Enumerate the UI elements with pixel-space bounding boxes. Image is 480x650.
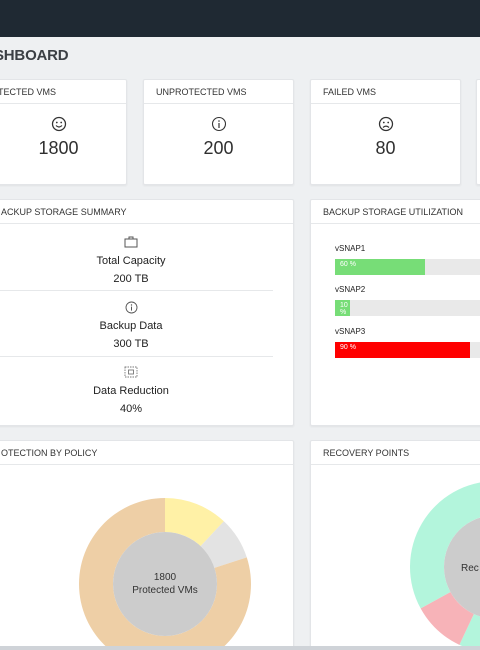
- frown-icon: [311, 116, 460, 132]
- summary-data-reduction: Data Reduction 40%: [0, 366, 271, 415]
- bar-label-vsnap2: vSNAP2: [335, 285, 366, 294]
- smile-icon: [0, 116, 126, 132]
- donut-chart-recovery: Rec: [410, 481, 480, 650]
- bar-track-vsnap3: 90 %: [335, 342, 480, 358]
- donut-center-label: Rec: [461, 563, 479, 574]
- recovery-slice-4[interactable]: [410, 481, 480, 609]
- summary-label: Total Capacity: [96, 255, 166, 267]
- card-title: BACKUP STORAGE UTILIZATION: [311, 200, 480, 224]
- kpi-label: FAILED VMS: [311, 80, 460, 104]
- bar-label-vsnap3: vSNAP3: [335, 327, 366, 336]
- donut-chart-policy: 1800 Protected VMs: [79, 498, 251, 650]
- info-icon: [0, 301, 271, 315]
- bar-fill-vsnap3: 90 %: [335, 342, 470, 358]
- bar-label-vsnap1: vSNAP1: [335, 244, 366, 253]
- summary-label: Backup Data: [99, 320, 163, 332]
- card-title: ACKUP STORAGE SUMMARY: [0, 200, 293, 224]
- top-navigation-bar: [0, 0, 480, 37]
- protection-by-policy-card: OTECTION BY POLICY 1800 Protected VMs: [0, 440, 294, 650]
- bar-fill-vsnap1: 60 %: [335, 259, 425, 275]
- bar-percent-label: 90 %: [340, 344, 356, 351]
- bar-track-vsnap2: 10 %: [335, 300, 480, 316]
- info-icon: [144, 116, 293, 132]
- kpi-value-unprotected: 200: [203, 138, 234, 158]
- kpi-card-failed-vms[interactable]: FAILED VMS 80: [310, 79, 461, 185]
- donut-center-value: 1800: [154, 572, 177, 583]
- donut-center: [113, 532, 217, 636]
- donut-center: [444, 517, 480, 617]
- summary-total-capacity: Total Capacity 200 TB: [0, 236, 271, 285]
- kpi-card-protected-vms[interactable]: OTECTED VMS 1800: [0, 79, 127, 185]
- bar-percent-label: 10 %: [340, 302, 348, 316]
- recovery-slice-3[interactable]: [420, 592, 474, 645]
- kpi-label: OTECTED VMS: [0, 80, 126, 104]
- kpi-card-unprotected-vms[interactable]: UNPROTECTED VMS 200: [143, 79, 294, 185]
- card-title: RECOVERY POINTS: [311, 441, 480, 465]
- briefcase-icon: [0, 236, 271, 250]
- backup-storage-summary-card: ACKUP STORAGE SUMMARY Total Capacity 200…: [0, 199, 294, 426]
- kpi-label: UNPROTECTED VMS: [144, 80, 293, 104]
- backup-storage-utilization-card: BACKUP STORAGE UTILIZATION vSNAP1 60 % v…: [310, 199, 480, 426]
- recovery-slice-2[interactable]: [459, 504, 480, 650]
- policy-slice-2[interactable]: [200, 521, 247, 568]
- bar-fill-vsnap2: 10 %: [335, 300, 350, 316]
- kpi-value-failed: 80: [375, 138, 396, 158]
- summary-value: 40%: [119, 403, 143, 415]
- kpi-value-protected: 1800: [38, 138, 79, 158]
- bar-percent-label: 60 %: [340, 261, 356, 268]
- window-bottom-edge: [0, 646, 480, 650]
- summary-backup-data: Backup Data 300 TB: [0, 301, 271, 350]
- policy-slice-3[interactable]: [79, 498, 251, 650]
- page-title: SHBOARD: [0, 47, 69, 64]
- reduction-icon: [0, 366, 271, 380]
- policy-slice-1[interactable]: [165, 498, 224, 547]
- summary-value: 200 TB: [113, 273, 149, 285]
- bar-track-vsnap1: 60 %: [335, 259, 480, 275]
- summary-label: Data Reduction: [93, 385, 169, 397]
- donut-center-label: Protected VMs: [132, 585, 198, 596]
- divider: [0, 290, 273, 291]
- summary-value: 300 TB: [113, 338, 149, 350]
- recovery-points-card: RECOVERY POINTS Rec: [310, 440, 480, 650]
- card-title: OTECTION BY POLICY: [0, 441, 293, 465]
- kpi-card-partial[interactable]: [476, 79, 480, 185]
- divider: [0, 356, 273, 357]
